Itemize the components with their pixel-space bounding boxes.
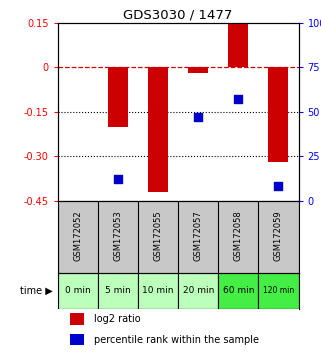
Bar <box>268 67 289 162</box>
Text: percentile rank within the sample: percentile rank within the sample <box>94 335 259 345</box>
Text: GSM172055: GSM172055 <box>153 210 163 261</box>
Text: time ▶: time ▶ <box>20 286 53 296</box>
Bar <box>258 273 299 309</box>
Text: log2 ratio: log2 ratio <box>94 314 141 324</box>
Text: 120 min: 120 min <box>263 286 294 295</box>
Text: GSM172052: GSM172052 <box>73 210 82 261</box>
Text: GSM172053: GSM172053 <box>113 210 123 261</box>
Bar <box>70 334 84 346</box>
Text: 5 min: 5 min <box>105 286 131 295</box>
Bar <box>58 273 98 309</box>
Bar <box>218 273 258 309</box>
Point <box>195 114 201 120</box>
Text: GSM172058: GSM172058 <box>234 210 243 261</box>
Bar <box>178 273 218 309</box>
Title: GDS3030 / 1477: GDS3030 / 1477 <box>124 9 233 22</box>
Text: 10 min: 10 min <box>142 286 174 295</box>
Text: 20 min: 20 min <box>183 286 214 295</box>
Text: GSM172057: GSM172057 <box>194 210 203 261</box>
Bar <box>108 67 128 127</box>
Bar <box>228 23 248 67</box>
Point <box>236 97 241 102</box>
Point <box>116 176 121 182</box>
Bar <box>70 313 84 325</box>
Point <box>276 184 281 189</box>
Text: GSM172059: GSM172059 <box>274 210 283 261</box>
Text: 0 min: 0 min <box>65 286 91 295</box>
Bar <box>138 273 178 309</box>
Bar <box>188 67 208 73</box>
Bar <box>148 67 168 192</box>
Text: 60 min: 60 min <box>222 286 254 295</box>
Bar <box>98 273 138 309</box>
